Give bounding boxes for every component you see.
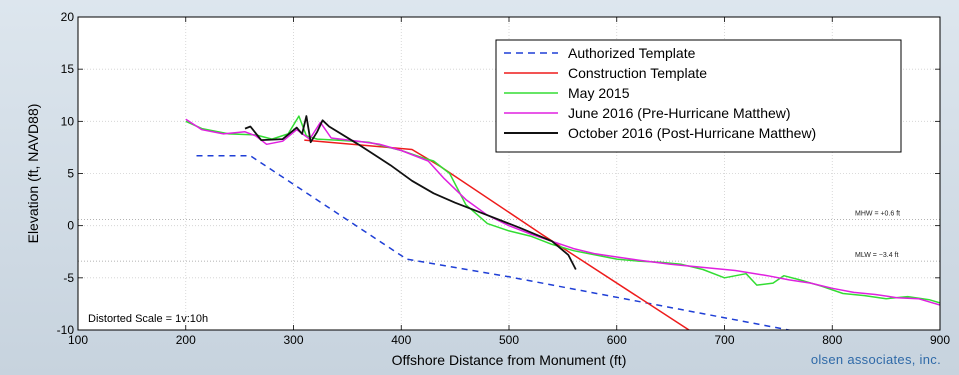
- y-tick-label: 5: [67, 167, 74, 181]
- y-tick-label: 10: [61, 114, 75, 128]
- x-axis-label: Offshore Distance from Monument (ft): [392, 352, 627, 368]
- legend-box: [495, 39, 902, 153]
- x-tick-label: 700: [714, 333, 734, 347]
- legend-label-4: October 2016 (Post-Hurricane Matthew): [568, 125, 816, 141]
- brand-label: olsen associates, inc.: [810, 352, 941, 367]
- x-tick-label: 300: [283, 333, 303, 347]
- reference-line-label: MLW = −3.4 ft: [855, 252, 898, 259]
- y-tick-label: 0: [67, 219, 74, 233]
- x-tick-label: 500: [499, 333, 519, 347]
- legend-label-0: Authorized Template: [568, 45, 696, 61]
- x-tick-label: 200: [176, 333, 196, 347]
- y-tick-label: 20: [61, 10, 75, 24]
- legend-label-3: June 2016 (Pre-Hurricane Matthew): [568, 105, 791, 121]
- y-axis-label: Elevation (ft, NAVD88): [25, 104, 41, 244]
- x-tick-label: 800: [822, 333, 842, 347]
- scale-annotation: Distorted Scale = 1v:10h: [88, 313, 208, 325]
- y-tick-label: -5: [63, 271, 74, 285]
- series-line-4: [244, 115, 577, 270]
- y-tick-label: 15: [61, 62, 75, 76]
- x-tick-label: 400: [391, 333, 411, 347]
- legend-label-2: May 2015: [568, 85, 630, 101]
- x-tick-label: 600: [607, 333, 627, 347]
- y-tick-label: -10: [57, 323, 75, 337]
- legend-label-1: Construction Template: [568, 65, 707, 81]
- series-line-0: [196, 155, 793, 330]
- x-tick-label: 100: [68, 333, 88, 347]
- series-line-3: [185, 118, 940, 306]
- x-tick-label: 900: [930, 333, 950, 347]
- reference-line-label: MHW = +0.6 ft: [855, 210, 900, 217]
